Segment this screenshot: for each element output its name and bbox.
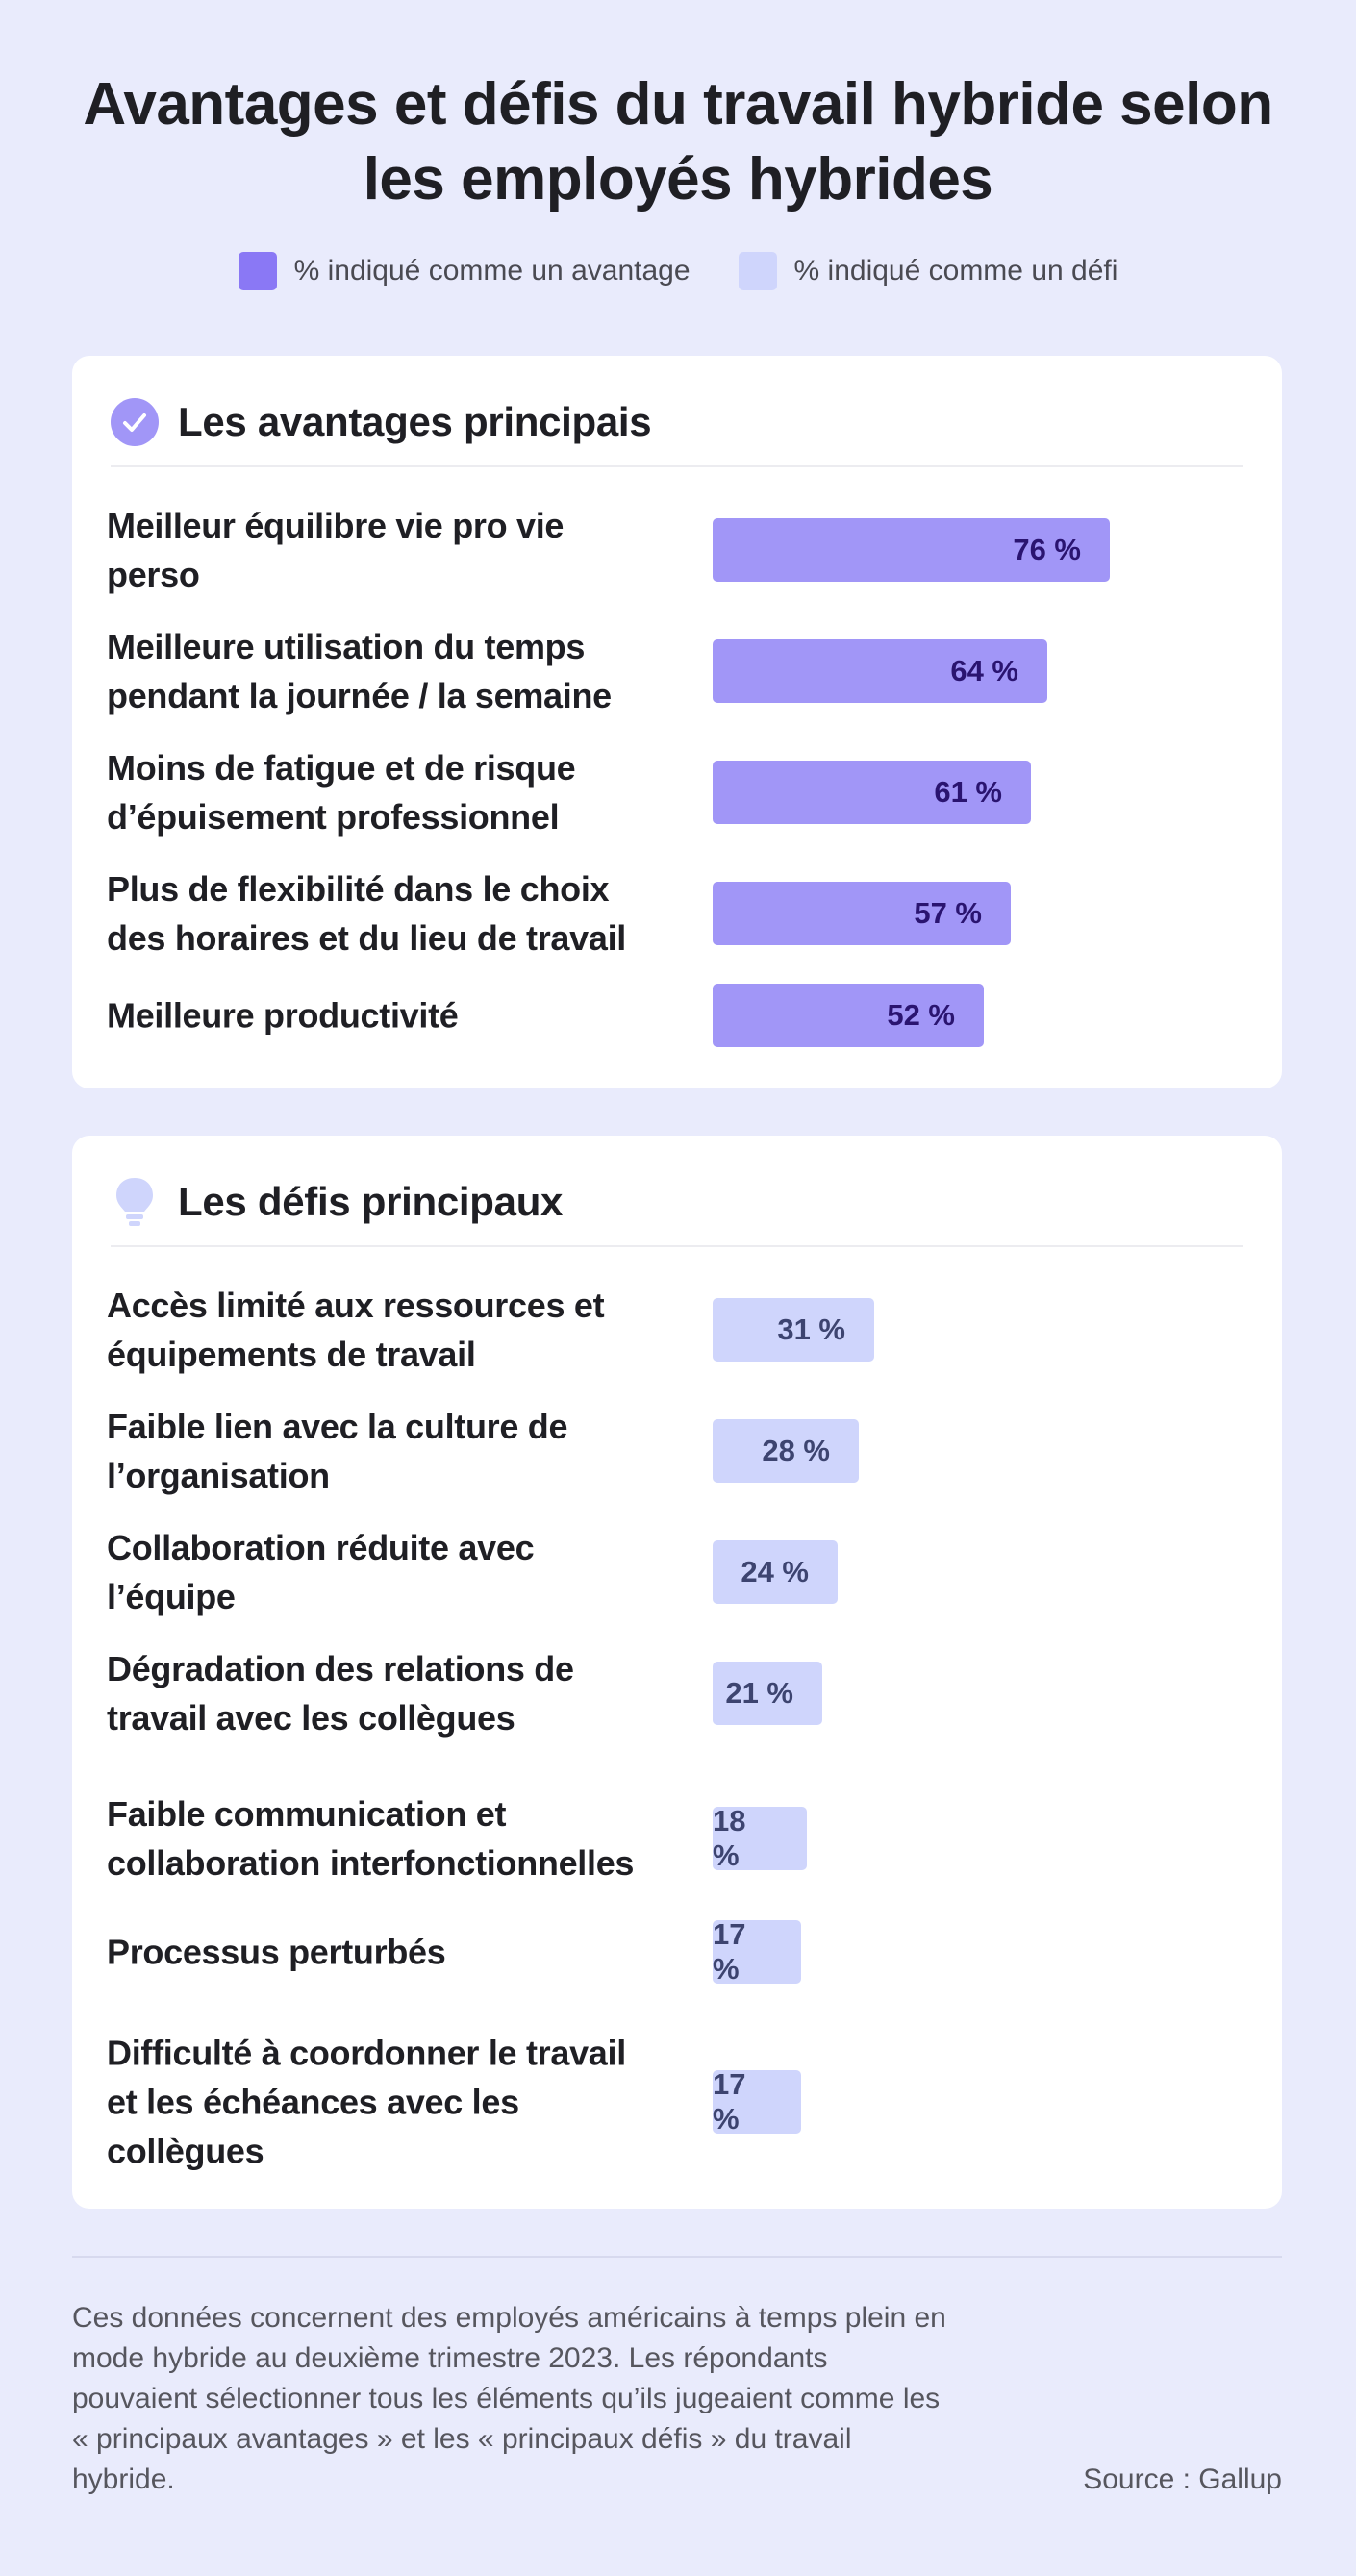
- benefit-category-label: Plus de flexibilité dans le choix des ho…: [107, 869, 626, 958]
- benefit-bar: 61 %: [713, 761, 1031, 824]
- challenge-category-label: Faible lien avec la culture de l’organis…: [107, 1407, 568, 1495]
- benefits-title: Les avantages principais: [178, 399, 652, 444]
- challenge-bar: 18 %: [713, 1804, 807, 1872]
- benefit-value-label: 52 %: [887, 998, 955, 1032]
- benefits-header: Les avantages principais: [111, 392, 1243, 467]
- check-circle-icon: [111, 398, 159, 446]
- benefit-row: Meilleure utilisation du temps pendant l…: [107, 617, 1251, 725]
- footer-divider: [72, 2256, 1282, 2258]
- challenge-row: Faible lien avec la culture de l’organis…: [107, 1397, 1251, 1505]
- challenges-card: Les défis principaux Accès limité aux re…: [72, 1136, 1282, 2209]
- challenge-bar: 24 %: [713, 1540, 838, 1604]
- benefit-value-label: 61 %: [934, 775, 1002, 809]
- benefit-category-label: Meilleur équilibre vie pro vie perso: [107, 506, 565, 594]
- legend-swatch-benefit: [238, 252, 277, 290]
- challenge-row: Accès limité aux ressources et équipemen…: [107, 1276, 1251, 1384]
- challenge-row: Collaboration réduite avec l’équipe 24 %: [107, 1518, 1251, 1626]
- benefit-row: Moins de fatigue et de risque d’épuiseme…: [107, 738, 1251, 846]
- benefit-row: Meilleur équilibre vie pro vie perso 76 %: [107, 496, 1251, 604]
- challenge-value-label: 18 %: [713, 1804, 746, 1872]
- challenge-value-label: 31 %: [777, 1313, 845, 1346]
- benefit-value-label: 76 %: [1013, 533, 1081, 566]
- challenge-row: Difficulté à coordonner le travail et le…: [107, 2024, 1251, 2180]
- benefits-card: Les avantages principais Meilleur équili…: [72, 356, 1282, 1088]
- challenge-category-label: Collaboration réduite avec l’équipe: [107, 1528, 535, 1616]
- challenge-bar: 28 %: [713, 1419, 859, 1483]
- lightbulb-icon: [111, 1178, 159, 1226]
- challenges-title: Les défis principaux: [178, 1179, 564, 1224]
- challenge-bar: 17 %: [713, 2067, 801, 2136]
- challenge-value-label: 17 %: [713, 2067, 746, 2136]
- legend: % indiqué comme un avantage % indiqué co…: [0, 252, 1356, 290]
- challenge-row: Faible communication et collaboration in…: [107, 1761, 1251, 1916]
- challenges-header: Les défis principaux: [111, 1172, 1243, 1247]
- challenge-value-label: 24 %: [741, 1555, 809, 1588]
- challenge-bar: 31 %: [713, 1298, 874, 1362]
- challenge-value-label: 28 %: [762, 1434, 830, 1467]
- benefit-bar: 64 %: [713, 639, 1047, 703]
- source-credit: Source : Gallup: [1083, 2463, 1282, 2495]
- challenge-category-label: Faible communication et collaboration in…: [107, 1794, 635, 1883]
- challenge-value-label: 21 %: [725, 1676, 793, 1710]
- challenge-row: Processus perturbés 17 %: [107, 1917, 1251, 1987]
- challenge-bar: 21 %: [713, 1662, 822, 1725]
- challenge-category-label: Accès limité aux ressources et équipemen…: [107, 1286, 605, 1374]
- benefit-bar: 76 %: [713, 518, 1110, 582]
- legend-item-benefit: % indiqué comme un avantage: [238, 252, 691, 290]
- challenge-row: Dégradation des relations de travail ave…: [107, 1639, 1251, 1747]
- legend-swatch-challenge: [738, 252, 777, 290]
- challenge-category-label: Dégradation des relations de travail ave…: [107, 1649, 574, 1738]
- benefit-bar: 57 %: [713, 882, 1011, 945]
- legend-label-challenge: % indiqué comme un défi: [793, 255, 1118, 287]
- challenge-bar: 17 %: [713, 1917, 801, 1986]
- legend-label-benefit: % indiqué comme un avantage: [293, 255, 691, 287]
- challenge-category-label: Processus perturbés: [107, 1932, 446, 1972]
- legend-item-challenge: % indiqué comme un défi: [738, 252, 1118, 290]
- challenge-value-label: 17 %: [713, 1917, 746, 1986]
- benefit-row: Plus de flexibilité dans le choix des ho…: [107, 860, 1251, 967]
- page-title: Avantages et défis du travail hybride se…: [83, 71, 1273, 213]
- benefit-category-label: Meilleure utilisation du temps pendant l…: [107, 627, 612, 715]
- benefit-bar: 52 %: [713, 984, 984, 1047]
- benefit-row: Meilleure productivité 52 %: [107, 981, 1251, 1050]
- benefit-category-label: Moins de fatigue et de risque d’épuiseme…: [107, 748, 576, 837]
- benefit-value-label: 64 %: [950, 654, 1018, 688]
- challenge-category-label: Difficulté à coordonner le travail et le…: [107, 2033, 626, 2171]
- benefit-category-label: Meilleure productivité: [107, 995, 459, 1036]
- footnote: Ces données concernent des employés amér…: [72, 2302, 946, 2495]
- benefit-value-label: 57 %: [914, 896, 982, 930]
